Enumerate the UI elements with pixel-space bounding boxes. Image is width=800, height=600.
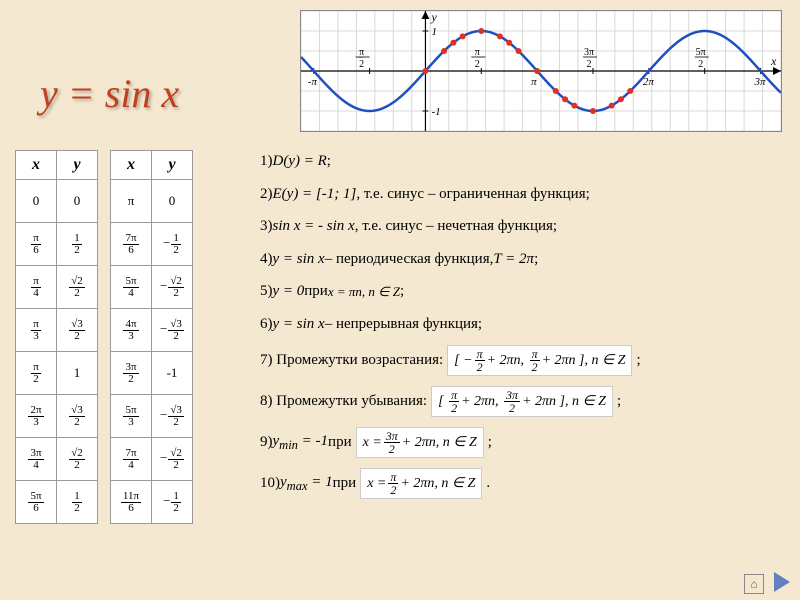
svg-text:2: 2 [698, 59, 703, 70]
prop-8: 8) Промежутки убывания: [ π2 + 2πn, 3π2 … [260, 386, 790, 417]
interval-box: [ −π2 + 2πn, π2 + 2πn ], n ∈ Z [447, 345, 632, 376]
table-row: 3π2-1 [111, 352, 193, 395]
svg-text:π: π [531, 76, 537, 88]
table-row: 3π4√22 [16, 438, 98, 481]
table-row: π21 [16, 352, 98, 395]
next-arrow-icon[interactable] [774, 572, 790, 592]
page-title: y = sin x [40, 70, 179, 117]
svg-text:3π: 3π [754, 76, 767, 88]
interval-box: x = π2 + 2πn, n ∈ Z [360, 468, 482, 499]
interval-box: x = 3π2 + 2πn, n ∈ Z [356, 427, 484, 458]
table-row: 4π3−√32 [111, 309, 193, 352]
values-table-2: xyπ07π6−125π4−√224π3−√323π2-15π3−√327π4−… [110, 150, 193, 524]
table-header: x [16, 151, 57, 180]
svg-text:3π: 3π [584, 47, 594, 58]
table-row: 5π4−√22 [111, 266, 193, 309]
svg-text:2: 2 [586, 59, 591, 70]
value-tables: xy00π612π4√22π3√32π212π3√323π4√225π612 x… [15, 150, 193, 524]
prop-5: 5) y = 0 при x = πn, n ∈ Z; [260, 280, 790, 303]
table-row: 11π6−12 [111, 481, 193, 524]
prop-7: 7) Промежутки возрастания: [ −π2 + 2πn, … [260, 345, 790, 376]
svg-text:y: y [430, 11, 437, 24]
prop-9: 9) ymin = -1 при x = 3π2 + 2πn, n ∈ Z ; [260, 427, 790, 458]
svg-text:2: 2 [359, 59, 364, 70]
svg-text:1: 1 [431, 26, 437, 38]
table-row: π0 [111, 180, 193, 223]
prop-10: 10) ymax = 1 при x = π2 + 2πn, n ∈ Z . [260, 468, 790, 499]
svg-text:2: 2 [475, 59, 480, 70]
svg-text:-1: -1 [431, 106, 440, 118]
prop-4: 4) y = sin x – периодическая функция, T … [260, 248, 790, 271]
prop-1: 1) D(y) = R; [260, 150, 790, 173]
table-row: 7π6−12 [111, 223, 193, 266]
table-header: x [111, 151, 152, 180]
table-row: 5π3−√32 [111, 395, 193, 438]
svg-text:2π: 2π [643, 76, 655, 88]
svg-text:π: π [359, 47, 364, 58]
svg-text:5π: 5π [696, 47, 706, 58]
svg-text:π: π [475, 47, 480, 58]
prop-2: 2) E(y) = [-1; 1], т.е. синус – ограниче… [260, 183, 790, 206]
table-row: π3√32 [16, 309, 98, 352]
table-row: 7π4−√22 [111, 438, 193, 481]
table-row: 00 [16, 180, 98, 223]
prop-3: 3) sin x = - sin x, т.е. синус – нечетна… [260, 215, 790, 238]
interval-box: [ π2 + 2πn, 3π2 + 2πn ], n ∈ Z [431, 386, 613, 417]
svg-text:x: x [770, 54, 777, 68]
sine-chart: yx-11-π−π2π2π3π22π5π23π [300, 10, 782, 132]
table-row: π612 [16, 223, 98, 266]
values-table-1: xy00π612π4√22π3√32π212π3√323π4√225π612 [15, 150, 98, 524]
table-row: 2π3√32 [16, 395, 98, 438]
table-header: y [57, 151, 98, 180]
table-header: y [152, 151, 193, 180]
table-row: π4√22 [16, 266, 98, 309]
home-icon[interactable]: ⌂ [744, 574, 764, 594]
prop-6: 6) y = sin x – непрерывная функция; [260, 313, 790, 336]
properties-list: 1) D(y) = R; 2) E(y) = [-1; 1], т.е. син… [260, 150, 790, 509]
table-row: 5π612 [16, 481, 98, 524]
svg-text:-π: -π [308, 76, 318, 88]
